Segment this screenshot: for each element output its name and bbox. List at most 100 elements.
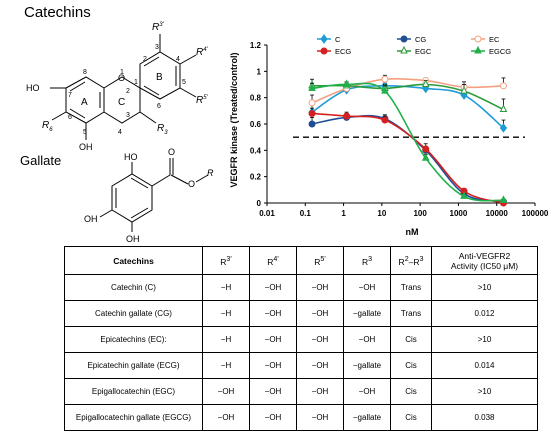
r3-prime-cell: −OH — [202, 378, 250, 405]
table-row: Epicatechin gallate (ECG) −H −OH −OH −gallat… — [64, 352, 538, 379]
atom-num-b4: 4 — [176, 56, 180, 63]
data-point — [308, 109, 316, 117]
data-point — [460, 85, 468, 94]
y-axis-label: VEGFR kinase (Treated/control) — [229, 52, 239, 187]
chart-legend: C CG EC ECG EGC EGCG — [317, 34, 511, 56]
r3-prime-cell: −H — [202, 352, 250, 379]
series-line — [311, 82, 504, 202]
series-line — [311, 77, 504, 104]
gallate-oh-label-2: OH — [126, 234, 140, 244]
ring-c-label: C — [118, 97, 125, 108]
r3-cell: −gallate — [343, 300, 391, 327]
catechin-name-cell: Epigallocatechin (EGC) — [64, 378, 203, 405]
gallate-ho-label: HO — [124, 152, 138, 162]
catechin-name-cell: Epigallocatechin gallate (EGCG) — [64, 404, 203, 431]
chart-axes: 0.01 0.1 1 10 100 1000 10000 100000 0 0.2 0.4 0.6 0.… — [250, 41, 549, 218]
atom-num-5: 5 — [83, 129, 87, 136]
r3-cell: −OH — [343, 274, 391, 301]
catechin-group-labels: A C B O HO OH R3' R4' R5' R3 R6 — [26, 22, 209, 152]
vegfr-kinase-chart: 0.01 0.1 1 10 100 1000 10000 100000 0 0.2 0.4 0.6 0.… — [229, 34, 549, 237]
r2-r3-config-cell: Trans — [390, 274, 432, 301]
data-point — [308, 83, 316, 91]
table-row: Epigallocatechin (EGC) −OH −OH −OH −OH Cis >10 — [64, 378, 538, 405]
r5-prime-cell: −OH — [296, 378, 344, 405]
catechin-name-cell: Epicatechins (EC): — [64, 326, 203, 353]
r3-label: R3 — [157, 123, 168, 136]
r4-prime-cell: −OH — [249, 404, 297, 431]
series-egcg — [308, 79, 508, 203]
catechin-table: Catechins R3' R4' R5' R3 R2–R3 Anti-VEGF… — [64, 246, 538, 431]
data-point — [474, 45, 482, 54]
ring-a-label: A — [81, 97, 88, 108]
atom-num-b1: 1 — [134, 79, 138, 86]
data-point — [400, 35, 408, 43]
ic50-cell: >10 — [431, 274, 538, 301]
x-tick-label: 100000 — [522, 209, 549, 218]
r3-prime-cell: −H — [202, 300, 250, 327]
legend-label: EGC — [415, 47, 432, 56]
ic50-cell: >10 — [431, 378, 538, 405]
gallate-carbonyl-o: O — [168, 147, 175, 157]
data-point — [421, 79, 430, 87]
r5-prime-cell: −OH — [296, 404, 344, 431]
x-tick-label: 10000 — [486, 209, 509, 218]
legend-item-cg: CG — [397, 35, 426, 44]
data-point — [499, 195, 508, 203]
data-point — [381, 75, 389, 83]
series-line — [312, 83, 504, 111]
gallate-oh-label-1: OH — [84, 214, 98, 224]
r2-r3-config-cell: Cis — [390, 352, 432, 379]
r3-cell: −OH — [343, 378, 391, 405]
atom-num-b5: 5 — [182, 79, 186, 86]
r4-prime-cell: −OH — [249, 274, 297, 301]
ic50-cell: 0.012 — [431, 300, 538, 327]
x-tick-label: 1000 — [450, 209, 468, 218]
data-point — [308, 120, 316, 128]
y-tick-label: 0 — [257, 199, 262, 208]
r2-r3-config-cell: Cis — [390, 378, 432, 405]
atom-num-b6: 6 — [157, 103, 161, 110]
x-tick-label: 10 — [377, 209, 386, 218]
y-tick-label: 1 — [257, 67, 262, 76]
r4-prime-label: R4' — [196, 47, 209, 58]
r3-cell: −gallate — [343, 404, 391, 431]
header-r2-r3: R2–R3 — [390, 246, 432, 275]
data-point — [421, 153, 430, 161]
atom-num-3: 3 — [126, 112, 130, 119]
r2-r3-config-cell: Trans — [390, 300, 432, 327]
header-r4-prime: R4' — [249, 246, 297, 275]
header-r5-prime: R5' — [296, 246, 344, 275]
table-row: Catechin gallate (CG) −H −OH −OH −gallate Tra… — [64, 300, 538, 327]
y-tick-label: 0.6 — [250, 120, 262, 129]
legend-item-ecg: ECG — [317, 47, 351, 56]
r5-prime-cell: −OH — [296, 274, 344, 301]
r5-prime-cell: −OH — [296, 300, 344, 327]
r3-prime-cell: −OH — [202, 404, 250, 431]
r2-r3-config-cell: Cis — [390, 404, 432, 431]
r6-label: R6 — [42, 120, 53, 133]
data-point — [308, 99, 316, 107]
ring-oxygen-label: O — [118, 73, 125, 83]
catechin-name-cell: Epicatechin gallate (ECG) — [64, 352, 203, 379]
ring-c — [103, 76, 141, 124]
atom-num-b2: 2 — [143, 56, 147, 63]
catechin-core-structure — [50, 34, 197, 140]
r2-r3-config-cell: Cis — [390, 326, 432, 353]
r3-prime-label: R3' — [152, 22, 165, 33]
x-tick-label: 0.01 — [259, 209, 275, 218]
x-tick-label: 0.1 — [300, 209, 312, 218]
catechin-atom-numbers: 8 1 2 3 4 5 6 7 1 2 3 4 5 6 — [68, 44, 186, 136]
r3-cell: −OH — [343, 326, 391, 353]
y-tick-label: 0.4 — [250, 146, 262, 155]
data-point — [499, 82, 507, 90]
header-r3-prime: R3' — [202, 246, 250, 275]
data-point — [460, 191, 468, 199]
catechins-title: Catechins — [24, 4, 91, 21]
gallate-ring — [111, 173, 153, 223]
table-row: Epigallocatechin gallate (EGCG) −OH −OH −OH… — [64, 404, 538, 431]
gallate-ester-o: O — [188, 179, 195, 189]
r5-prime-label: R5' — [196, 95, 209, 106]
atom-num-2: 2 — [126, 88, 130, 95]
data-point — [400, 45, 408, 54]
chemical-structures: 8 1 2 3 4 5 6 7 1 2 3 4 5 6 A C B O HO O… — [26, 22, 214, 244]
